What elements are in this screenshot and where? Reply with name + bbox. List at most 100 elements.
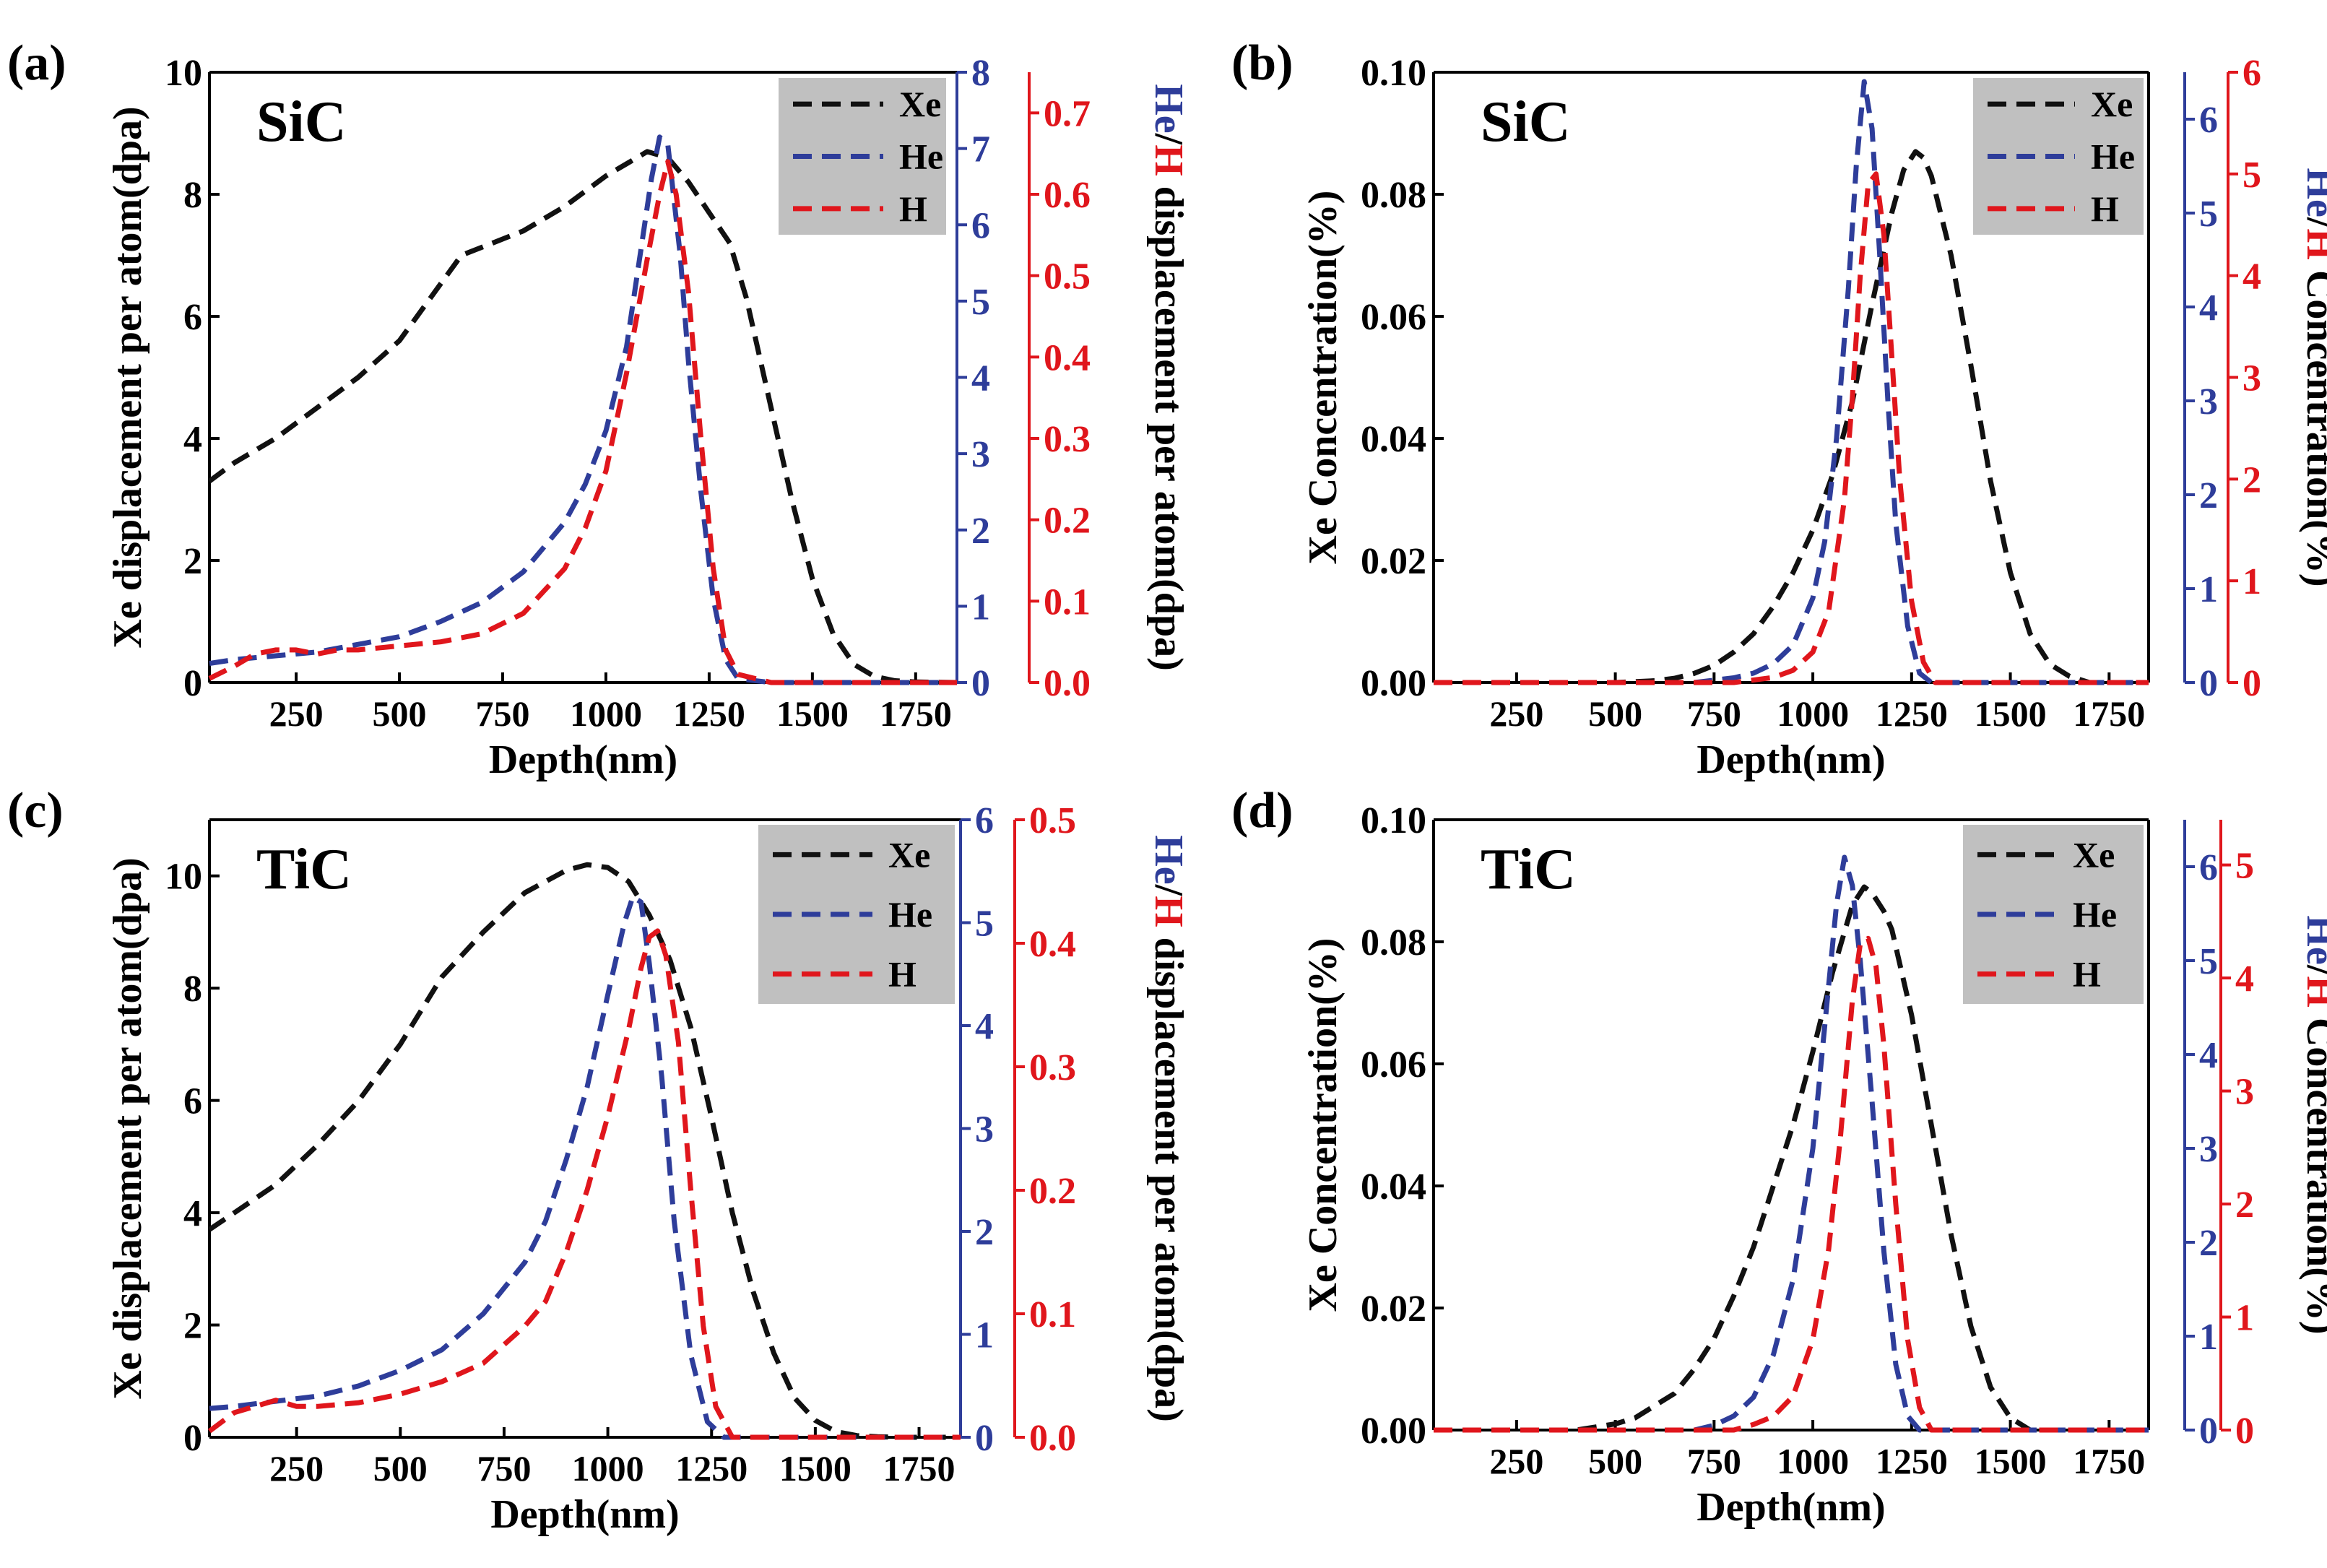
h-tick-label: 0.5 xyxy=(1029,800,1076,841)
he-tick-label: 2 xyxy=(2199,475,2218,516)
x-tick-label: 250 xyxy=(269,1448,324,1489)
right-axis-label-he: He xyxy=(1146,835,1191,884)
h-tick-label: 2 xyxy=(2242,459,2261,501)
right-axis-label-he: He xyxy=(1146,84,1191,133)
right-axis-label-h: H xyxy=(1146,896,1191,927)
panel-label: (a) xyxy=(7,35,66,91)
material-label: SiC xyxy=(256,90,347,154)
right-axis-label-sep: / xyxy=(2298,217,2327,230)
x-tick-label: 500 xyxy=(373,693,427,734)
h-tick-label: 0.3 xyxy=(1029,1047,1076,1088)
x-tick-label: 1500 xyxy=(776,693,849,734)
chart-panel-a: 2505007501000125015001750Depth(nm)024681… xyxy=(7,35,1191,782)
h-tick-label: 0.1 xyxy=(1029,1294,1076,1335)
figure: 2505007501000125015001750Depth(nm)024681… xyxy=(0,0,2327,1568)
he-tick-label: 2 xyxy=(2199,1223,2218,1264)
h-tick-label: 0.0 xyxy=(1029,1418,1076,1459)
he-tick-label: 5 xyxy=(2199,194,2218,235)
panel-label: (c) xyxy=(7,783,64,839)
y-tick-label: 0.00 xyxy=(1361,1411,1426,1452)
x-tick-label: 750 xyxy=(475,693,529,734)
panel-label: (b) xyxy=(1231,35,1294,91)
x-tick-label: 1250 xyxy=(673,693,745,734)
h-tick-label: 0.7 xyxy=(1044,93,1091,134)
h-tick-label: 0.2 xyxy=(1029,1171,1076,1212)
he-tick-label: 2 xyxy=(971,511,990,552)
y-axis-label: Xe Concentration(%) xyxy=(1301,191,1346,565)
y-tick-label: 0.08 xyxy=(1361,922,1426,963)
chart-panel-b: 2505007501000125015001750Depth(nm)0.000.… xyxy=(1231,35,2327,782)
he-tick-label: 6 xyxy=(2199,100,2218,141)
he-tick-label: 3 xyxy=(2199,381,2218,423)
y-tick-label: 0 xyxy=(183,663,202,704)
he-tick-label: 4 xyxy=(975,1006,994,1047)
y-tick-label: 8 xyxy=(183,175,202,216)
x-tick-label: 1750 xyxy=(2073,693,2145,734)
y-tick-label: 0.08 xyxy=(1361,175,1426,216)
y-tick-label: 2 xyxy=(183,1306,202,1347)
h-tick-label: 0.4 xyxy=(1029,924,1076,965)
y-tick-label: 4 xyxy=(183,419,202,460)
y-tick-label: 10 xyxy=(165,53,202,94)
legend-label: H xyxy=(899,189,927,229)
h-tick-label: 0 xyxy=(2235,1411,2254,1452)
right-axis-label-h: H xyxy=(2298,976,2327,1008)
h-tick-label: 3 xyxy=(2235,1072,2254,1113)
y-tick-label: 6 xyxy=(183,297,202,338)
he-tick-label: 8 xyxy=(971,53,990,94)
he-tick-label: 0 xyxy=(2199,663,2218,704)
he-tick-label: 3 xyxy=(975,1109,994,1151)
y-tick-label: 0.06 xyxy=(1361,297,1426,338)
he-tick-label: 5 xyxy=(975,904,994,945)
h-tick-label: 3 xyxy=(2242,358,2261,399)
x-tick-label: 500 xyxy=(1588,693,1642,734)
material-label: TiC xyxy=(1481,838,1576,901)
y-tick-label: 8 xyxy=(183,969,202,1010)
legend-label: He xyxy=(2073,894,2117,935)
he-tick-label: 3 xyxy=(971,434,990,475)
h-tick-label: 1 xyxy=(2242,561,2261,602)
x-tick-label: 250 xyxy=(1489,693,1543,734)
y-axis-label: Xe displacement per atom(dpa) xyxy=(105,857,150,1399)
panel-label: (d) xyxy=(1231,783,1294,839)
he-tick-label: 4 xyxy=(971,358,990,399)
he-tick-label: 5 xyxy=(2199,941,2218,982)
x-tick-label: 1750 xyxy=(880,693,952,734)
chart-panel-c: 2505007501000125015001750Depth(nm)024681… xyxy=(7,783,1191,1537)
he-tick-label: 1 xyxy=(971,586,990,628)
he-tick-label: 0 xyxy=(975,1418,994,1459)
right-axis-label-sep: / xyxy=(2298,964,2327,977)
h-tick-label: 4 xyxy=(2235,958,2254,1000)
right-axis-label-sep: / xyxy=(1146,133,1191,146)
x-tick-label: 1250 xyxy=(675,1448,748,1489)
x-axis-label: Depth(nm) xyxy=(1696,737,1885,782)
series-line-h xyxy=(209,931,961,1437)
he-tick-label: 3 xyxy=(2199,1129,2218,1170)
h-tick-label: 0.3 xyxy=(1044,419,1091,460)
series-line-h xyxy=(1434,174,2149,683)
h-tick-label: 6 xyxy=(2242,53,2261,94)
right-axis-label-rest: displacement per atom(dpa) xyxy=(1146,927,1191,1422)
series-line-h xyxy=(1434,938,2149,1430)
right-axis-label: He/H displacement per atom(dpa) xyxy=(1146,835,1191,1421)
he-tick-label: 6 xyxy=(975,800,994,841)
legend-label: Xe xyxy=(888,834,930,875)
legend-label: He xyxy=(2091,137,2135,177)
he-tick-label: 2 xyxy=(975,1212,994,1253)
y-tick-label: 0 xyxy=(183,1418,202,1459)
legend-label: He xyxy=(899,137,943,177)
he-tick-label: 6 xyxy=(971,205,990,246)
x-tick-label: 750 xyxy=(477,1448,531,1489)
right-axis-label-h: H xyxy=(2298,228,2327,260)
h-tick-label: 5 xyxy=(2242,155,2261,196)
series-line-h xyxy=(209,162,957,683)
material-label: TiC xyxy=(256,838,352,901)
x-tick-label: 1500 xyxy=(1975,1441,2047,1481)
material-label: SiC xyxy=(1481,90,1571,154)
x-tick-label: 1250 xyxy=(1876,1441,1948,1481)
x-tick-label: 1000 xyxy=(572,1448,644,1489)
x-tick-label: 500 xyxy=(373,1448,428,1489)
chart-panel-d: 2505007501000125015001750Depth(nm)0.000.… xyxy=(1231,783,2327,1530)
right-axis-label-h: H xyxy=(1146,144,1191,176)
y-axis-label: Xe Concentration(%) xyxy=(1301,938,1346,1312)
